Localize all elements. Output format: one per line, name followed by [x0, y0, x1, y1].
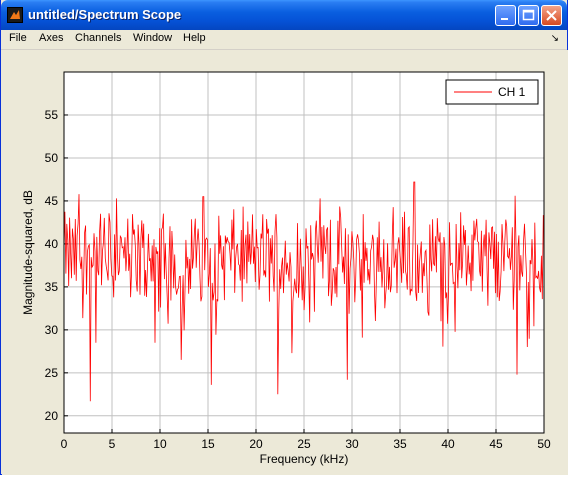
x-tick-label: 30: [345, 437, 359, 451]
close-button[interactable]: [541, 5, 562, 26]
legend: CH 1: [445, 79, 539, 105]
menu-file[interactable]: File: [9, 32, 27, 44]
x-axis-label: Frequency (kHz): [260, 452, 349, 466]
x-tick-label: 20: [249, 437, 263, 451]
y-axis-label: Magnitude-squared, dB: [21, 190, 35, 315]
menu-axes[interactable]: Axes: [39, 32, 64, 44]
x-tick-label: 50: [537, 437, 551, 451]
y-tick-label: 40: [45, 237, 59, 251]
menu-window[interactable]: Window: [133, 32, 173, 44]
dock-arrow-icon[interactable]: ↘: [550, 33, 559, 44]
minimize-button[interactable]: [495, 5, 516, 26]
figure-area: 0 5 10 15 20 25 30 35 40 45 50 20 25 30 35 40 45 50 55 Fre…: [2, 50, 568, 475]
x-tick-label: 35: [393, 437, 407, 451]
y-tick-label: 50: [45, 151, 59, 165]
menu-help[interactable]: Help: [183, 32, 206, 44]
maximize-button[interactable]: [518, 5, 539, 26]
menu-bar: File Axes Channels Window Help ↘: [1, 30, 567, 50]
x-tick-label: 25: [297, 437, 311, 451]
matlab-icon: [7, 7, 23, 23]
title-bar[interactable]: untitled/Spectrum Scope: [1, 0, 567, 30]
x-tick-label: 10: [153, 437, 167, 451]
y-tick-label: 30: [45, 323, 59, 337]
x-tick-label: 40: [441, 437, 455, 451]
y-tick-label: 25: [45, 366, 59, 380]
close-icon: [546, 10, 557, 21]
plot-frame: [63, 71, 545, 434]
x-tick-label: 5: [109, 437, 116, 451]
x-tick-label: 45: [489, 437, 503, 451]
x-tick-label: 0: [61, 437, 68, 451]
y-tick-label: 35: [45, 280, 59, 294]
window-title: untitled/Spectrum Scope: [28, 7, 182, 22]
spectrum-chart: 0 5 10 15 20 25 30 35 40 45 50 20 25 30 35 40 45 50 55 Fre…: [21, 71, 551, 466]
y-tick-label: 20: [45, 409, 59, 423]
menu-channels[interactable]: Channels: [75, 32, 122, 44]
x-tick-label: 15: [201, 437, 215, 451]
y-tick-label: 45: [45, 194, 59, 208]
maximize-icon: [522, 9, 535, 21]
y-tick-label: 55: [45, 108, 59, 122]
legend-label-ch1: CH 1: [498, 85, 526, 99]
axis-ticks: 0 5 10 15 20 25 30 35 40 45 50 20 25 30 35 40 45 50 55: [45, 108, 551, 451]
ch1-trace: [63, 181, 544, 402]
minimize-icon: [501, 18, 508, 20]
